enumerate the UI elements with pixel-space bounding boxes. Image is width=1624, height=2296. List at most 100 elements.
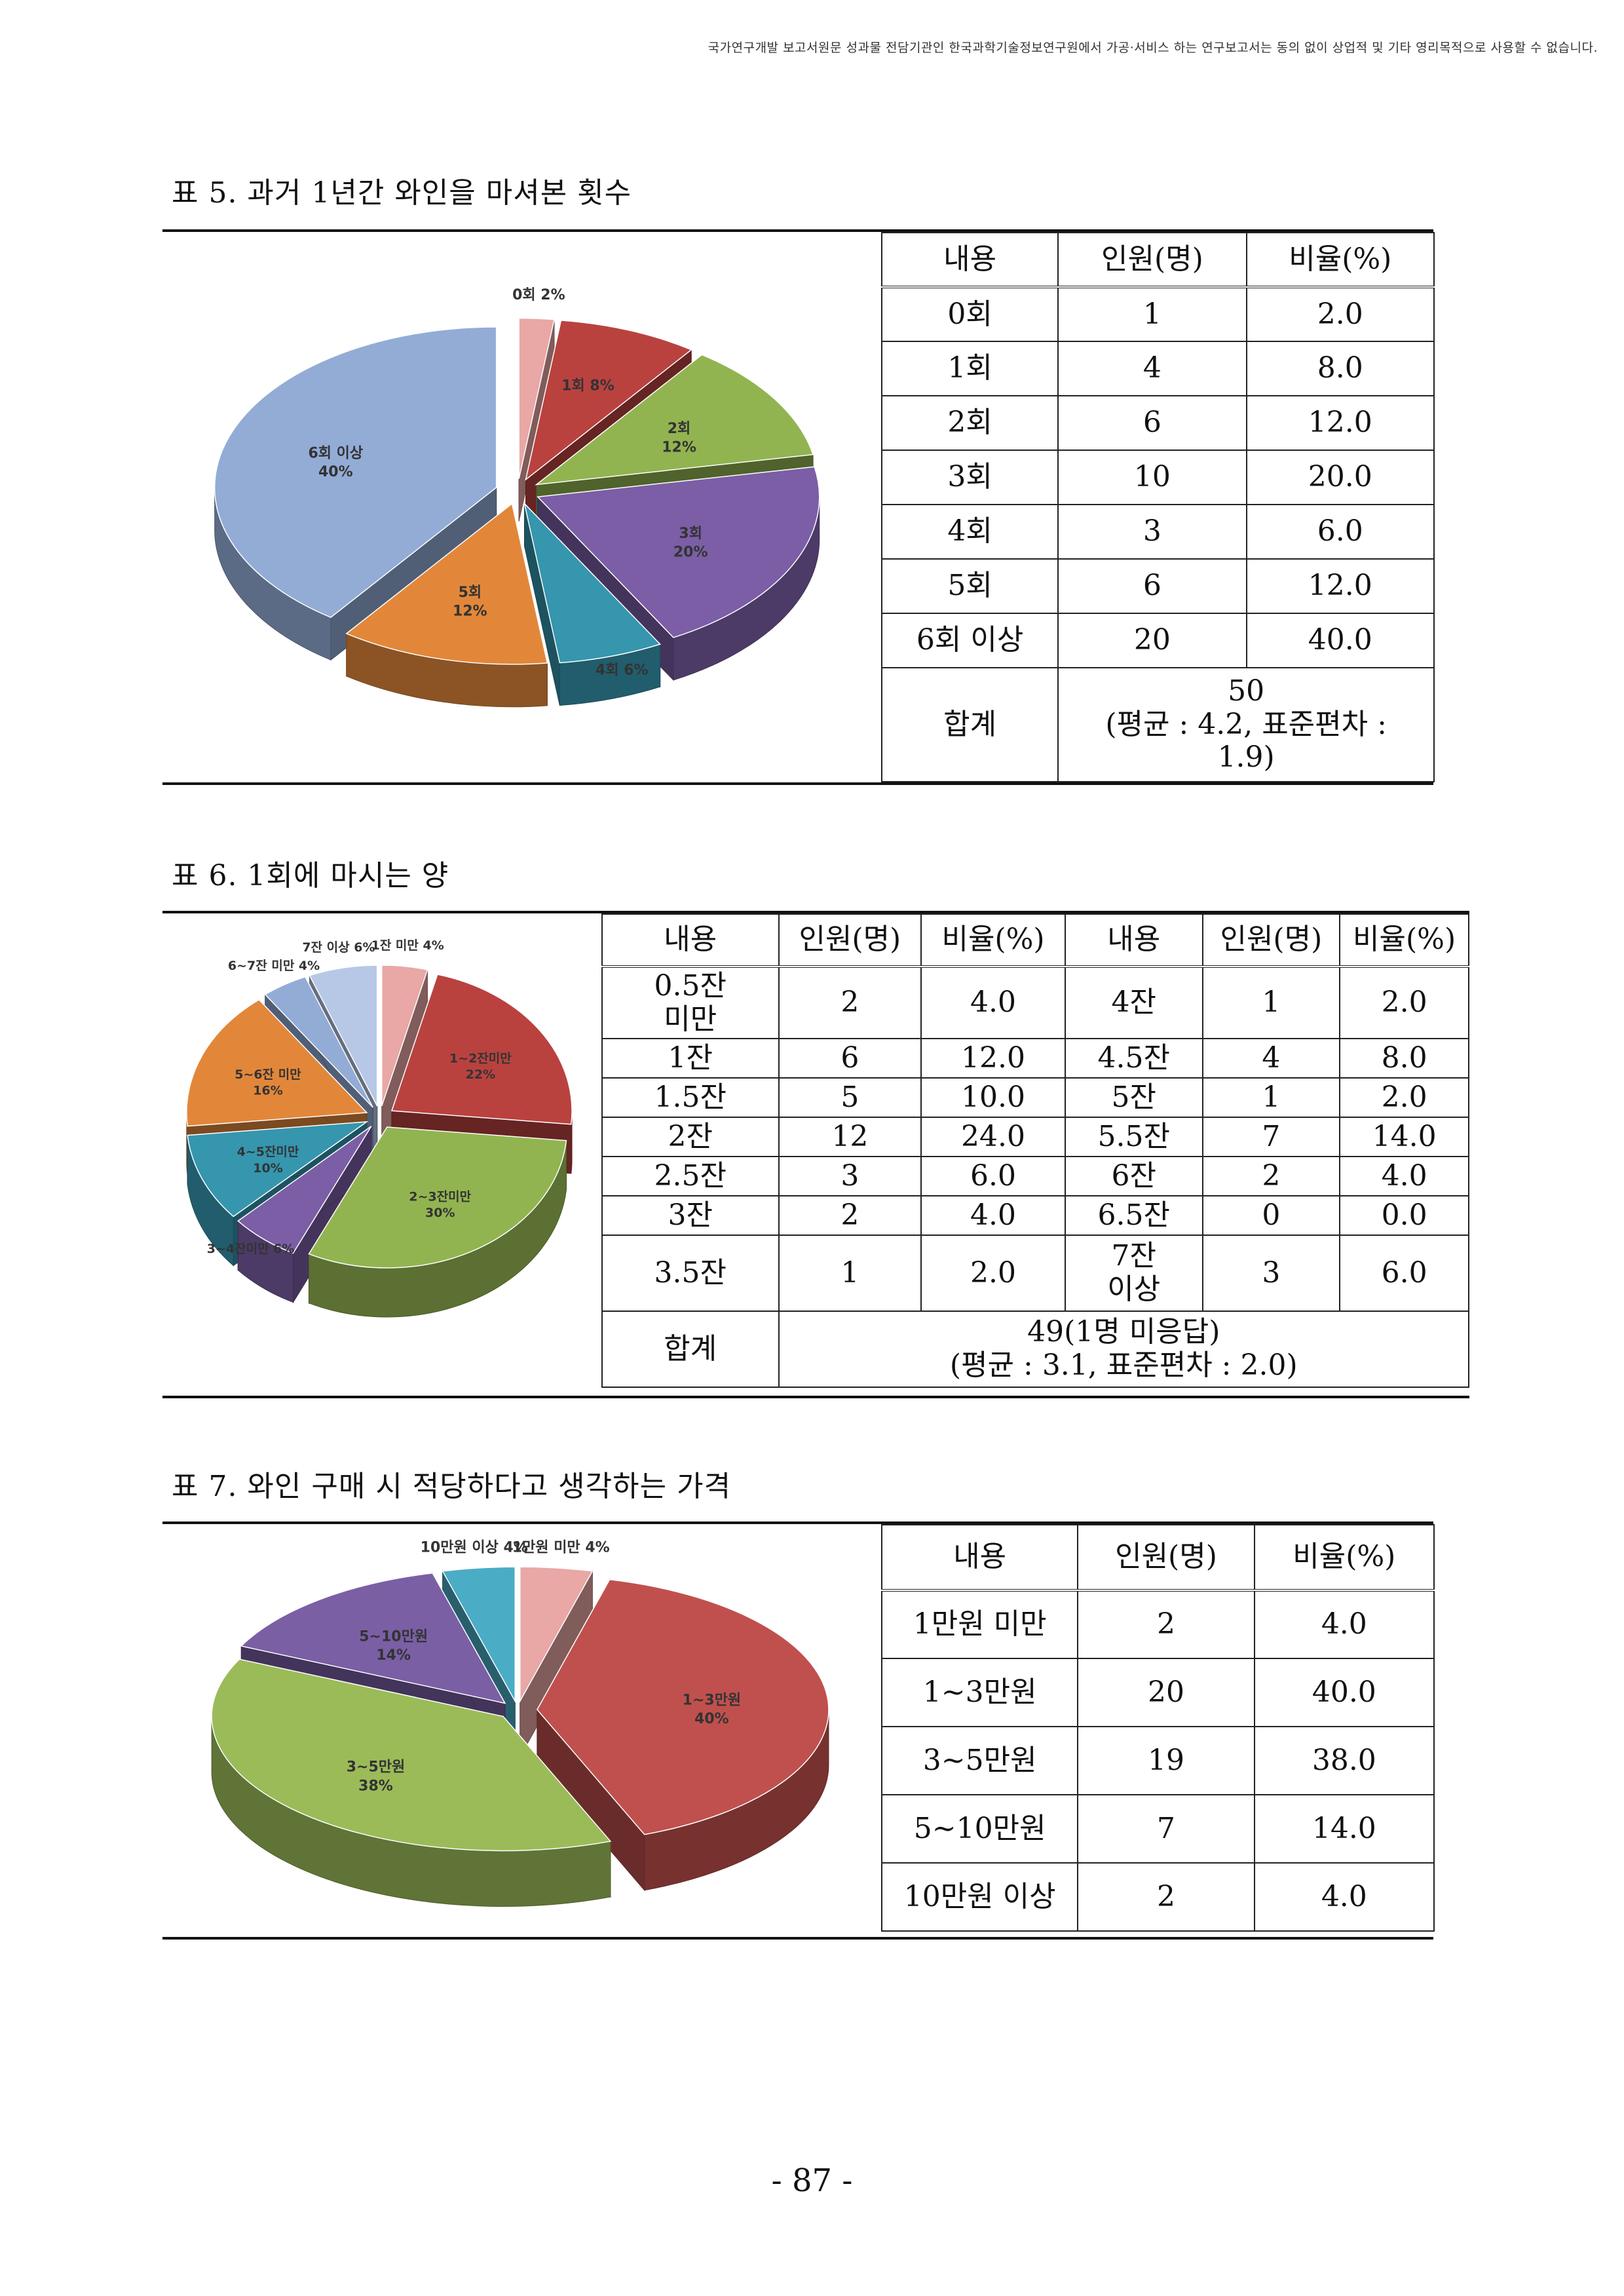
- slice-label: 5~10만원 14%: [359, 1629, 428, 1664]
- table-row: 1잔 6 12.0 4.5잔 4 8.0: [601, 1038, 1469, 1079]
- table-cell: 2: [778, 966, 922, 1039]
- table-cell: 10.0: [920, 1077, 1066, 1118]
- slice-label: 3~4잔미만 6%: [207, 1242, 295, 1256]
- table-row: 1회 4 8.0: [880, 341, 1435, 396]
- table-row: 2잔 12 24.0 5.5잔 7 14.0: [601, 1117, 1469, 1157]
- table-cell: 40.0: [1245, 613, 1435, 668]
- table-cell: 12: [778, 1117, 922, 1157]
- column-header: 비율(%): [920, 913, 1066, 968]
- table-cell: 2.0: [1245, 286, 1435, 342]
- table-cell: 3: [1201, 1234, 1341, 1312]
- slice-label: 5회 12%: [453, 584, 487, 620]
- column-header: 내용: [880, 1524, 1079, 1592]
- pie-slice: [523, 501, 662, 706]
- table-cell: 0.5잔 미만: [601, 966, 780, 1039]
- table6-section: [162, 911, 1469, 1398]
- table-cell: 4.0: [1253, 1590, 1435, 1659]
- table-cell: 0.0: [1339, 1195, 1469, 1236]
- column-header: 인원(명): [1201, 913, 1341, 968]
- total-value-line: (평균 : 4.2, 표준편차 :: [1105, 707, 1387, 741]
- table-row: 3잔 2 4.0 6.5잔 0 0.0: [601, 1195, 1469, 1236]
- table-cell: 3: [778, 1156, 922, 1196]
- column-header: 내용: [1064, 913, 1203, 968]
- slice-label: 6~7잔 미만 4%: [228, 959, 320, 973]
- table-row: 2.5잔 3 6.0 6잔 2 4.0: [601, 1156, 1469, 1196]
- total-label: 합계: [601, 1311, 780, 1388]
- table-row: 0회 1 2.0: [880, 286, 1435, 342]
- slice-label: 4~5잔미만 10%: [237, 1145, 299, 1176]
- pie-slice: [211, 1658, 612, 1907]
- table-row: 3~5만원 19 38.0: [880, 1726, 1435, 1795]
- table-row: 0.5잔 미만 2 4.0 4잔 1 2.0: [601, 966, 1469, 1039]
- column-header: 내용: [880, 232, 1059, 288]
- total-value: 50 (평균 : 4.2, 표준편차 :1.9): [1057, 667, 1435, 782]
- column-header: 비율(%): [1245, 232, 1435, 288]
- table-row: 5~10만원 7 14.0: [880, 1794, 1435, 1864]
- table-cell: 20: [1057, 613, 1247, 668]
- table-cell: 6.5잔: [1064, 1195, 1203, 1236]
- table-cell: 12.0: [1245, 558, 1435, 614]
- table-cell: 2.0: [1339, 1077, 1469, 1118]
- table-cell: 20.0: [1245, 450, 1435, 505]
- chart-table5-pie: 0회 2% 1회 8% 2회 12% 3회 20% 4회 6% 5회 12% 6회 이상 40%: [214, 287, 820, 708]
- slice-label: 4회 6%: [595, 662, 649, 678]
- slice-label: 1만원 미만 4%: [512, 1539, 610, 1556]
- slice-label: 6회 이상 40%: [308, 446, 363, 481]
- slice-label: 2~3잔미만 30%: [409, 1189, 471, 1220]
- table-cell: 2: [1077, 1590, 1255, 1659]
- pie-slice: [308, 1126, 567, 1318]
- total-value-line: 1.9): [1217, 740, 1275, 775]
- column-header: 인원(명): [778, 913, 922, 968]
- table-cell: 8.0: [1339, 1038, 1469, 1079]
- table-cell: 5잔: [1064, 1077, 1203, 1118]
- table-cell: 6.0: [1245, 504, 1435, 560]
- table-row: 합계 50 (평균 : 4.2, 표준편차 :1.9): [880, 667, 1435, 782]
- table5-section: [162, 229, 1433, 785]
- table-cell: 4.0: [920, 966, 1066, 1039]
- table-row: 10만원 이상 2 4.0: [880, 1862, 1435, 1932]
- slice-label: 1~2잔미만 22%: [449, 1051, 512, 1082]
- slice-label: 3~5만원 38%: [347, 1759, 406, 1795]
- table-row: 2회 6 12.0: [880, 395, 1435, 451]
- table-cell: 0: [1201, 1195, 1341, 1236]
- table-cell: 1: [1201, 1077, 1341, 1118]
- table-cell: 19: [1077, 1726, 1255, 1795]
- table-cell: 12.0: [1245, 395, 1435, 451]
- table-cell: 4.5잔: [1064, 1038, 1203, 1079]
- total-value-line: (평균 : 3.1, 표준편차 : 2.0): [949, 1349, 1298, 1382]
- column-header: 인원(명): [1077, 1524, 1255, 1592]
- pie-slice: [345, 503, 548, 708]
- total-label: 합계: [880, 667, 1059, 782]
- page-number: - 87 -: [771, 2162, 853, 2199]
- table-cell: 7: [1201, 1117, 1341, 1157]
- column-header: 내용: [601, 913, 780, 968]
- table-cell: 4.0: [920, 1195, 1066, 1236]
- slice-label: 1잔 미만 4%: [371, 938, 444, 953]
- table5: 내용 인원(명) 비율(%) 0회 1 2.0 1회 4 8.0 2회 6 12.0 3회 10 20.0 4…: [880, 232, 1435, 782]
- table-cell: 6.0: [920, 1156, 1066, 1196]
- table-cell: 3회: [880, 450, 1059, 505]
- table-row: 1~3만원 20 40.0: [880, 1658, 1435, 1727]
- table-cell: 3: [1057, 504, 1247, 560]
- table-cell: 1: [1057, 286, 1247, 342]
- table-cell: 6회 이상: [880, 613, 1059, 668]
- slice-label: 5~6잔 미만 16%: [235, 1067, 301, 1098]
- table-row: 5회 6 12.0: [880, 558, 1435, 614]
- table-cell: 1회: [880, 341, 1059, 396]
- table-cell: 2: [1201, 1156, 1341, 1196]
- table-cell: 2.0: [1339, 966, 1469, 1039]
- table-cell: 1만원 미만: [880, 1590, 1079, 1659]
- total-value-line: 50: [1228, 674, 1265, 708]
- table-cell: 2: [778, 1195, 922, 1236]
- table-cell: 4.0: [1253, 1862, 1435, 1932]
- table-cell: 2잔: [601, 1117, 780, 1157]
- table-cell: 14.0: [1339, 1117, 1469, 1157]
- table-cell: 6잔: [1064, 1156, 1203, 1196]
- slice-label: 2회 12%: [662, 421, 696, 456]
- table-cell: 8.0: [1245, 341, 1435, 396]
- table-cell: 6: [1057, 395, 1247, 451]
- table-row: 3회 10 20.0: [880, 450, 1435, 505]
- table-cell: 6: [778, 1038, 922, 1079]
- table-row: 내용 인원(명) 비율(%) 내용 인원(명) 비율(%): [601, 913, 1469, 968]
- table-cell: 4: [1057, 341, 1247, 396]
